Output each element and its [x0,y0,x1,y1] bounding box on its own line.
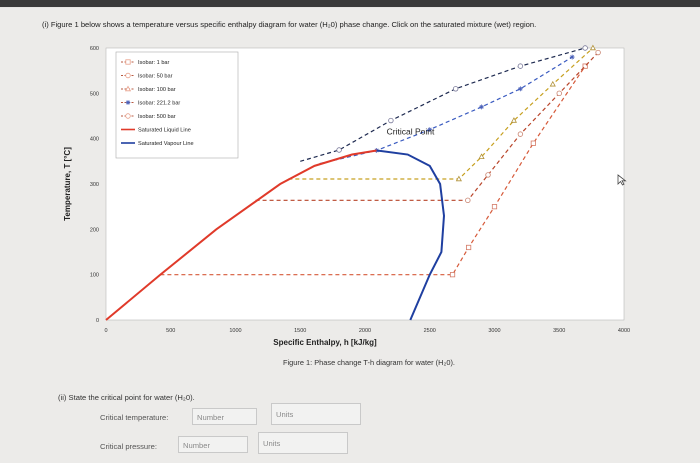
series-marker [517,63,524,69]
series-line-isobar-100-bar [288,47,594,180]
y-tick-label: 400 [90,137,99,143]
series-marker [518,86,523,92]
series-marker [595,49,601,56]
series-marker [336,147,342,153]
series-marker [449,272,456,278]
y-tick-label: 300 [90,182,99,188]
series-marker [510,117,517,123]
y-tick-label: 600 [90,46,99,52]
series-marker [549,80,556,87]
series-marker [125,72,131,79]
th-diagram-svg[interactable]: 0 500 1000 1500 2000 2500 3000 3500 4000 0 100 200 3… [50,38,670,348]
x-tick-label: 0 [104,328,107,334]
series-marker [455,175,462,182]
series-line-saturated-vapour-line [376,149,445,321]
critical-temperature-units-input[interactable]: Units [271,403,361,425]
th-diagram[interactable]: 0 500 1000 1500 2000 2500 3000 3500 4000 0 100 200 3… [50,38,670,348]
x-tick-label: 1000 [229,328,241,334]
critical-pressure-number-input[interactable]: Number [178,436,248,453]
legend-label: Isobar: 500 bar [138,114,176,120]
x-tick-label: 2000 [359,328,371,334]
x-tick-label: 3000 [488,328,500,334]
legend-label: Isobar: 1 bar [138,60,170,66]
legend-label: Saturated Vapour Line [138,141,194,147]
series-marker [125,59,131,65]
series-line-saturated-liquid-line [105,149,377,321]
series-marker [491,204,498,210]
series-marker [530,140,536,146]
critical-temperature-label: Critical temperature: [100,413,169,422]
x-tick-label: 3500 [553,328,565,334]
x-tick-label: 2500 [424,328,436,334]
series-marker [465,197,471,204]
y-tick-label: 0 [96,318,99,324]
series-line-isobar-221-2-bar [319,56,573,165]
critical-point-label: Critical Point [387,126,435,136]
y-tick-label: 500 [90,91,99,97]
legend-box [115,51,239,159]
series-marker [582,63,588,69]
series-marker [582,45,588,51]
question-2-text: (ii) State the critical point for water … [58,393,195,402]
series-line-isobar-50-bar [255,52,599,201]
series-marker [125,100,131,105]
series-marker [452,86,459,92]
series-marker [479,104,484,110]
question-1-text: (i) Figure 1 below shows a temperature v… [42,20,537,29]
legend-label: Isobar: 221.2 bar [138,101,180,107]
series-marker [465,244,472,251]
y-tick-label: 100 [90,273,99,279]
series-marker [427,127,433,132]
critical-pressure-units-input[interactable]: Units [258,432,348,454]
critical-pressure-label: Critical pressure: [100,442,157,451]
series-marker [556,90,562,97]
critical-temperature-number-input[interactable]: Number [192,408,257,425]
figure-caption: Figure 1: Phase change T-h diagram for w… [283,358,455,367]
legend-label: Isobar: 50 bar [138,74,173,80]
x-tick-label: 1500 [294,328,306,334]
series-marker [125,113,131,119]
series-line-isobar-500-bar [300,47,586,162]
x-tick-label: 4000 [618,328,630,334]
mouse-pointer-icon [617,173,627,191]
series-marker [569,54,575,60]
series-marker [374,148,380,153]
series-marker [388,117,394,124]
series-marker [589,44,596,51]
x-tick-label: 500 [166,328,175,334]
y-tick-label: 200 [90,227,99,233]
series-marker [517,131,524,137]
legend-label: Isobar: 100 bar [138,87,176,93]
x-axis-label: Specific Enthalpy, h [kJ/kg] [273,338,377,347]
series-marker [478,153,485,159]
series-marker [485,172,491,178]
legend-label: Saturated Liquid Line [138,128,191,134]
series-marker [124,85,132,92]
y-axis-label: Temperature, T [°C] [63,147,72,221]
